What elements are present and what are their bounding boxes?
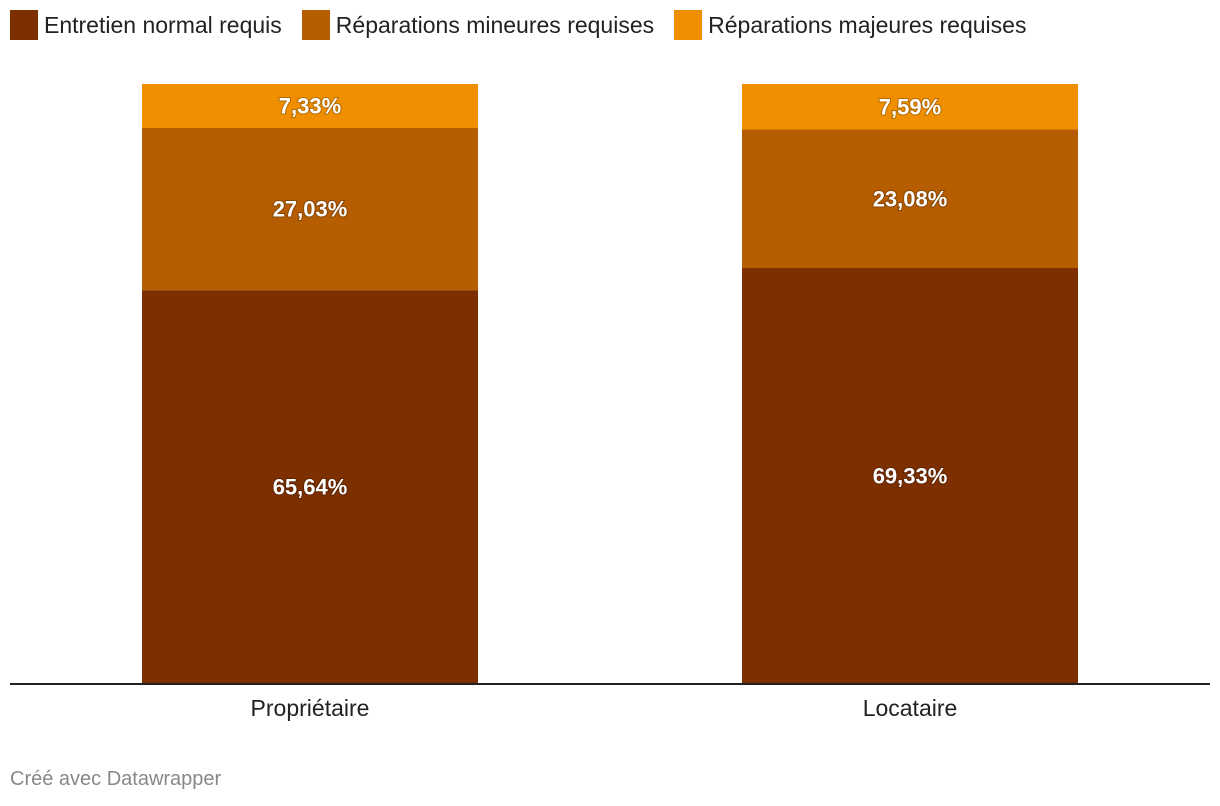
bar-value-label-0-1: 27,03% <box>273 197 348 222</box>
bar-value-label-0-0: 65,64% <box>273 475 348 500</box>
bar-value-label-0-2: 7,33% <box>279 93 341 118</box>
legend-item-mineures: Réparations mineures requises <box>301 10 655 40</box>
legend-swatch-majeures <box>674 10 703 40</box>
bar-value-label-1-0: 69,33% <box>873 464 948 489</box>
legend-swatch-entretien <box>10 10 38 40</box>
legend-label-majeures: Réparations majeures requises <box>708 11 1027 38</box>
bar-segment-1-2 <box>742 84 1078 130</box>
legend: Entretien normal requis Réparations mine… <box>10 10 1046 40</box>
bar-segment-0-2 <box>142 84 478 128</box>
stacked-bar-chart: 65,64% 27,03% 7,33% Propriétaire 69,33% 23,08… <box>10 84 1210 721</box>
footer-credit: Créé avec Datawrapper <box>10 768 222 790</box>
legend-item-majeures: Réparations majeures requises <box>674 10 1026 40</box>
bar-value-label-1-1: 23,08% <box>873 186 948 211</box>
bar-segment-1-1 <box>742 129 1078 269</box>
category-label-0: Propriétaire <box>251 695 370 721</box>
bar-segment-1-0 <box>742 268 1078 684</box>
bar-segment-0-0 <box>142 290 478 684</box>
legend-item-entretien: Entretien normal requis <box>10 10 282 40</box>
bar-segment-0-1 <box>142 127 478 291</box>
legend-label-mineures: Réparations mineures requises <box>335 11 655 38</box>
legend-swatch-mineures <box>301 10 330 40</box>
bar-value-label-1-2: 7,59% <box>879 94 941 119</box>
category-label-1: Locataire <box>863 695 958 721</box>
legend-label-entretien: Entretien normal requis <box>44 11 282 38</box>
